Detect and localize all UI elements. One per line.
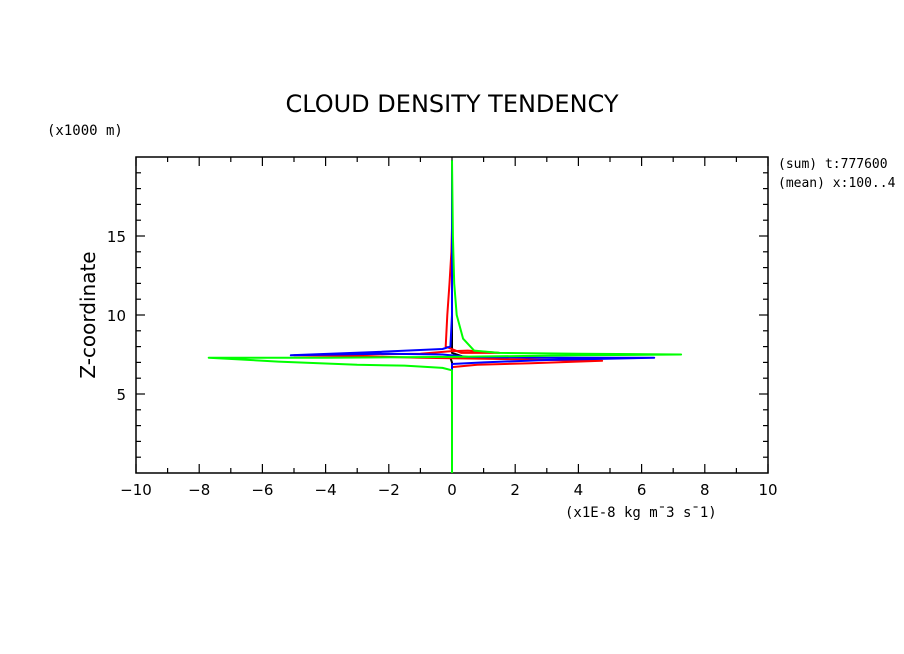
x-tick-label: 2 [510, 481, 520, 499]
series-line-2 [293, 160, 604, 473]
annotation-sum: (sum) t:777600 [778, 157, 888, 172]
x-tick-label: −2 [378, 481, 400, 499]
y-tick-label: 15 [107, 228, 126, 246]
x-tick-label: −8 [188, 481, 210, 499]
series-line-4 [207, 160, 683, 473]
x-tick-label: −10 [120, 481, 152, 499]
y-axis-label: Z-coordinate [76, 251, 100, 378]
x-tick-label: 6 [637, 481, 647, 499]
x-tick-label: 8 [700, 481, 710, 499]
y-tick-label: 10 [107, 307, 126, 325]
y-tick-label: 5 [116, 386, 126, 404]
series-group [207, 160, 683, 473]
y-unit-label: (x1000 m) [47, 123, 123, 139]
series-line-3 [289, 160, 656, 473]
x-tick-label: −4 [315, 481, 337, 499]
tick-labels: −10 −8 −6 −4 −2 0 2 4 6 8 10 5 10 15 [107, 228, 778, 499]
x-tick-label: 0 [447, 481, 457, 499]
annotation-mean: (mean) x:100..4 [778, 176, 896, 191]
x-axis-label: (x1E-8 kg m¯3 s¯1) [565, 505, 717, 521]
chart-title: CLOUD DENSITY TENDENCY [285, 90, 618, 118]
x-tick-label: 4 [574, 481, 584, 499]
x-tick-label: −6 [251, 481, 273, 499]
x-tick-label: 10 [758, 481, 777, 499]
